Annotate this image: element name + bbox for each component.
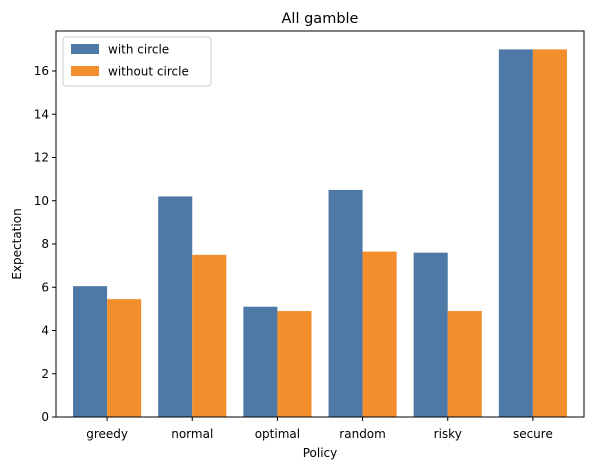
legend: with circle without circle [62, 36, 212, 87]
x-axis-title: Policy [303, 446, 338, 460]
bar-with-circle-normal [158, 196, 193, 417]
x-tick-label-greedy: greedy [86, 427, 128, 441]
bar-with-circle-random [328, 189, 363, 417]
x-tick-label-random: random [339, 427, 386, 441]
y-tick-label: 10 [34, 194, 49, 208]
legend-swatch-with-circle [71, 44, 99, 54]
bar-without-circle-optimal [277, 311, 312, 417]
bar-without-circle-random [362, 251, 397, 417]
y-axis-title: Expectation [10, 208, 24, 279]
bar-with-circle-greedy [73, 286, 108, 417]
y-tick-label: 6 [41, 280, 49, 294]
y-tick-label: 14 [34, 107, 49, 121]
x-tick-label-secure: secure [513, 427, 553, 441]
y-tick-label: 16 [34, 64, 49, 78]
axes-group: 0 2 4 6 8 10 12 14 16 greedy normal optimal random ri… [34, 30, 585, 441]
y-tick-label: 0 [41, 410, 49, 424]
y-tick-label: 4 [41, 324, 49, 338]
chart-title: All gamble [282, 11, 359, 27]
y-tick-label: 8 [41, 237, 49, 251]
x-tick-label-normal: normal [171, 427, 213, 441]
plot-frame [55, 30, 585, 418]
bar-with-circle-optimal [243, 306, 278, 417]
bar-with-circle-secure [498, 49, 533, 417]
bar-with-circle-risky [413, 252, 448, 417]
legend-label-with-circle: with circle [108, 43, 169, 57]
x-tick-label-optimal: optimal [255, 427, 300, 441]
legend-swatch-without-circle [71, 66, 99, 76]
bar-without-circle-normal [192, 254, 227, 417]
x-tick-label-risky: risky [434, 427, 462, 441]
y-tick-label: 12 [34, 151, 49, 165]
bar-without-circle-secure [532, 49, 567, 417]
bars-group [73, 49, 567, 417]
legend-box [62, 36, 212, 87]
y-tick-label: 2 [41, 367, 49, 381]
bar-without-circle-risky [447, 311, 482, 417]
legend-label-without-circle: without circle [108, 65, 189, 79]
bar-without-circle-greedy [107, 299, 142, 417]
